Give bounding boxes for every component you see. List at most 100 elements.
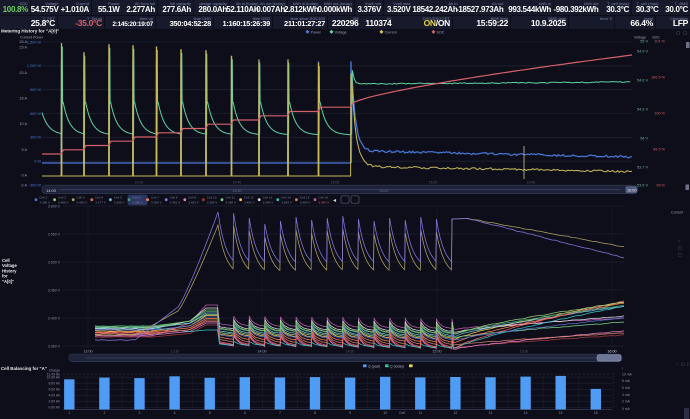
svg-text:3.350 V: 3.350 V — [48, 344, 61, 348]
svg-text:15:20: 15:20 — [429, 181, 438, 185]
svg-text:8 mA: 8 mA — [622, 379, 631, 383]
svg-text:14:00: 14:00 — [46, 188, 57, 193]
svg-text:-300 W: -300 W — [29, 183, 42, 187]
svg-text:3.480 V: 3.480 V — [244, 200, 256, 204]
svg-text:Voltage: Voltage — [335, 30, 347, 34]
svg-text:0 A: 0 A — [22, 173, 28, 177]
svg-text:Cell: Cell — [399, 411, 405, 415]
svg-text:3.450 V: 3.450 V — [48, 288, 61, 292]
svg-text:Current: Current — [20, 36, 32, 40]
svg-text:Current: Current — [385, 30, 397, 34]
svg-text:13: 13 — [489, 411, 493, 415]
svg-text:▢: ▢ — [676, 30, 681, 35]
svg-text:▢: ▢ — [678, 252, 682, 257]
svg-text:Metering History for "A[0]": Metering History for "A[0]" — [1, 29, 59, 34]
svg-text:Cell 13: Cell 13 — [263, 195, 273, 199]
svg-text:15 A: 15 A — [19, 97, 27, 101]
svg-text:15:00: 15:00 — [331, 181, 340, 185]
svg-text:14:40: 14:40 — [233, 189, 242, 193]
svg-text:6.00 Ah: 6.00 Ah — [48, 388, 60, 392]
svg-text:0.00 Ah: 0.00 Ah — [48, 406, 60, 410]
svg-text:10 A: 10 A — [19, 122, 27, 126]
svg-text:Cell 2: Cell 2 — [58, 195, 66, 199]
svg-text:Charge: Charge — [49, 369, 60, 373]
svg-text:Cell 11: Cell 11 — [225, 195, 235, 199]
svg-text:5: 5 — [209, 411, 211, 415]
svg-text:14:30: 14:30 — [346, 350, 354, 354]
svg-text:i: i — [622, 367, 623, 371]
svg-text:100.5 %: 100.5 % — [651, 75, 666, 79]
svg-text:6: 6 — [244, 411, 246, 415]
svg-text:Cell 6: Cell 6 — [132, 195, 140, 199]
svg-text:Cell: Cell — [2, 258, 10, 263]
svg-text:9: 9 — [349, 411, 351, 415]
svg-text:1,200 W: 1,200 W — [27, 64, 42, 68]
svg-text:Voltage: Voltage — [634, 36, 646, 40]
svg-text:16:00: 16:00 — [627, 189, 637, 193]
svg-text:Q (past): Q (past) — [368, 364, 380, 368]
svg-text:54.6 V: 54.6 V — [637, 78, 648, 82]
svg-text:3.489 V: 3.489 V — [281, 200, 293, 204]
svg-text:4: 4 — [174, 411, 176, 415]
svg-text:101 %: 101 % — [654, 39, 665, 43]
svg-text:Cell 15: Cell 15 — [300, 195, 310, 199]
svg-text:Cell Balancing for "A": Cell Balancing for "A" — [1, 366, 47, 371]
svg-text:53.5 V: 53.5 V — [637, 183, 648, 187]
svg-text:3.600 V: 3.600 V — [48, 204, 61, 208]
svg-text:3.377 V: 3.377 V — [95, 200, 107, 204]
svg-text:1: 1 — [68, 411, 70, 415]
svg-text:○: ○ — [678, 238, 681, 243]
svg-text:"A[0]": "A[0]" — [2, 279, 14, 284]
svg-text:▢: ▢ — [681, 363, 685, 367]
svg-text:54.9 V: 54.9 V — [637, 49, 648, 53]
svg-text:3.500 V: 3.500 V — [48, 260, 61, 264]
svg-text:3.550 V: 3.550 V — [48, 232, 61, 236]
svg-text:10.00 Ah: 10.00 Ah — [47, 375, 61, 379]
svg-text:4 mA: 4 mA — [622, 393, 631, 397]
svg-text:Cell 14: Cell 14 — [281, 195, 291, 199]
svg-text:Cell 9: Cell 9 — [188, 195, 196, 199]
svg-text:16: 16 — [594, 411, 598, 415]
svg-text:13:30: 13:30 — [171, 350, 179, 354]
svg-text:15:20: 15:20 — [380, 189, 389, 193]
svg-text:Voltage: Voltage — [2, 263, 17, 268]
svg-text:3.481 V: 3.481 V — [170, 200, 182, 204]
svg-text:99 %: 99 % — [656, 183, 665, 187]
svg-text:300 W: 300 W — [30, 136, 41, 140]
svg-text:54.3 V: 54.3 V — [637, 107, 648, 111]
svg-text:8.00 Ah: 8.00 Ah — [48, 381, 60, 385]
svg-text:4.00 Ah: 4.00 Ah — [48, 394, 60, 398]
svg-text:SOC: SOC — [437, 30, 445, 34]
svg-text:14:40: 14:40 — [233, 181, 242, 185]
svg-text:14:20: 14:20 — [135, 181, 144, 185]
svg-text:3.450 V: 3.450 V — [77, 200, 89, 204]
svg-text:3.385 V: 3.385 V — [207, 200, 219, 204]
svg-text:8: 8 — [314, 411, 316, 415]
svg-text:▢: ▢ — [683, 30, 688, 35]
svg-text:5 A: 5 A — [22, 148, 28, 152]
svg-text:SOC: SOC — [652, 36, 660, 40]
svg-text:3.385 V: 3.385 V — [114, 200, 126, 204]
svg-text:2 mA: 2 mA — [622, 400, 631, 404]
svg-text:Power: Power — [311, 30, 322, 34]
svg-text:Cell 8: Cell 8 — [170, 195, 178, 199]
svg-text:3.484 V: 3.484 V — [300, 200, 312, 204]
svg-text:15:40: 15:40 — [527, 181, 536, 185]
svg-text:3.400 V: 3.400 V — [48, 316, 61, 320]
svg-text:Cell 1: Cell 1 — [39, 195, 47, 199]
svg-text:Cell 7: Cell 7 — [151, 195, 159, 199]
svg-text:15: 15 — [559, 411, 563, 415]
svg-text:12: 12 — [454, 411, 458, 415]
svg-text:Q (today): Q (today) — [390, 364, 404, 368]
svg-text:15:00: 15:00 — [432, 350, 441, 354]
svg-text:20 A: 20 A — [19, 71, 27, 75]
svg-text:11.43 Ah: 11.43 Ah — [47, 372, 60, 376]
svg-text:3.384 V: 3.384 V — [225, 200, 237, 204]
svg-text:6 mA: 6 mA — [622, 386, 631, 390]
svg-text:3.390 V: 3.390 V — [39, 200, 51, 204]
svg-text:13:00: 13:00 — [83, 350, 92, 354]
svg-text:3.390 V: 3.390 V — [151, 200, 163, 204]
svg-text:History: History — [2, 268, 17, 273]
svg-text:Cell 16: Cell 16 — [318, 195, 328, 199]
svg-text:0 mA: 0 mA — [622, 407, 631, 411]
